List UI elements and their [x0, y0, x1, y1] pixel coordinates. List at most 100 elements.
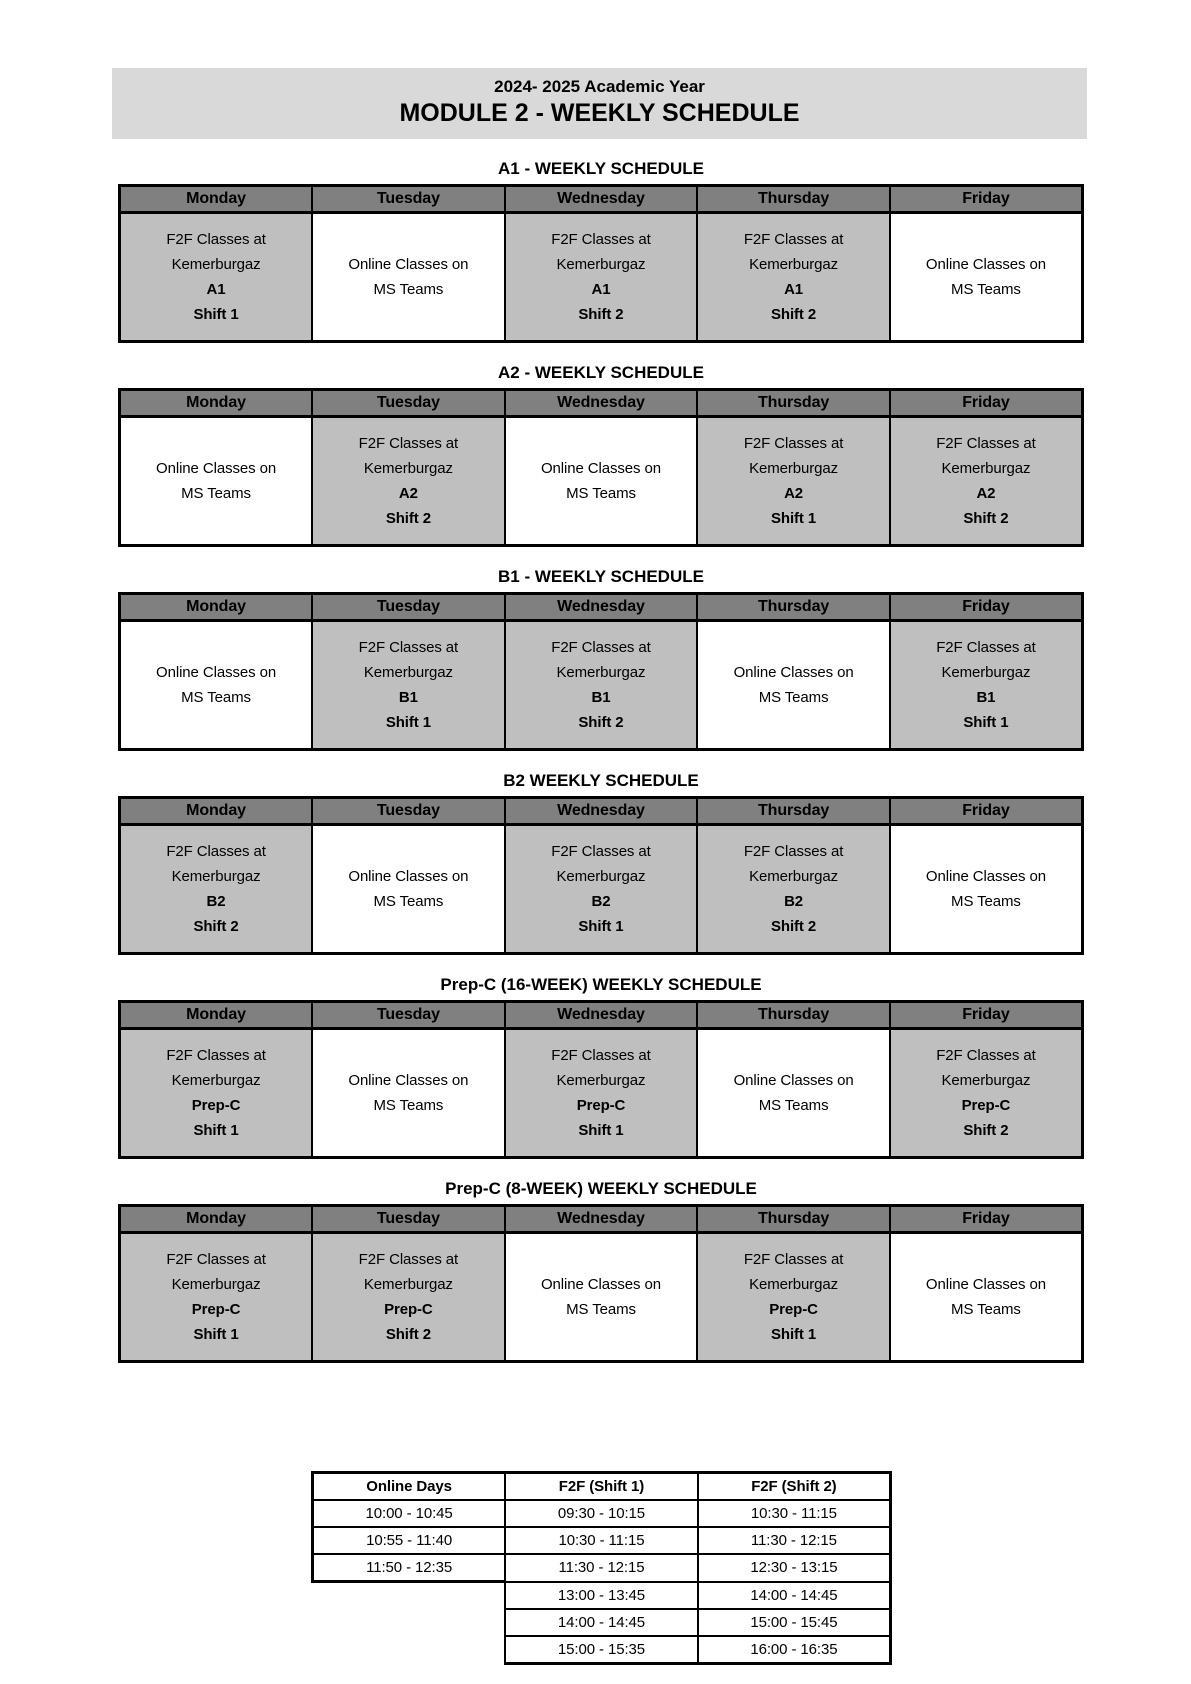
schedule-table-prepc-8week: Monday Tuesday Wednesday Thursday Friday… — [118, 1204, 1084, 1363]
day-header-tuesday: Tuesday — [311, 388, 506, 418]
schedule-cell-f2f: F2F Classes at Kemerburgaz A2 Shift 2 — [888, 415, 1084, 547]
time-cell: 14:00 - 14:45 — [696, 1580, 892, 1610]
cell-level: B1 — [591, 689, 611, 706]
cell-line: Kemerburgaz — [171, 868, 261, 885]
cell-line: F2F Classes at — [936, 435, 1036, 452]
schedule-cell-online: Online Classes on MS Teams — [311, 1027, 506, 1159]
cell-line: Kemerburgaz — [556, 1072, 646, 1089]
cell-level: Prep-C — [191, 1301, 241, 1318]
cell-shift: Shift 1 — [193, 306, 239, 323]
cell-line: F2F Classes at — [166, 843, 266, 860]
schedule-cell-f2f: F2F Classes at Kemerburgaz B2 Shift 2 — [696, 823, 891, 955]
day-header-wednesday: Wednesday — [503, 592, 699, 622]
title-banner: 2024- 2025 Academic Year MODULE 2 - WEEK… — [112, 68, 1087, 139]
cell-line: Online Classes on — [925, 868, 1046, 885]
cell-line: MS Teams — [373, 281, 444, 298]
time-cell: 11:30 - 12:15 — [696, 1526, 892, 1555]
schedule-row: F2F Classes at Kemerburgaz B2 Shift 2 On… — [118, 823, 1084, 955]
cell-line: F2F Classes at — [551, 843, 651, 860]
cell-line: Kemerburgaz — [749, 868, 839, 885]
section-prepc-8week: Prep-C (8-WEEK) WEEKLY SCHEDULE Monday T… — [118, 1179, 1084, 1363]
time-header-f2f-shift1: F2F (Shift 1) — [504, 1471, 699, 1501]
day-header-thursday: Thursday — [696, 1000, 891, 1030]
schedule-cell-online: Online Classes on MS Teams — [311, 211, 506, 343]
cell-line: Online Classes on — [925, 1276, 1046, 1293]
schedule-cell-online: Online Classes on MS Teams — [696, 619, 891, 751]
schedule-cell-online: Online Classes on MS Teams — [118, 415, 314, 547]
time-row: 10:55 - 11:40 10:30 - 11:15 11:30 - 12:1… — [311, 1526, 892, 1555]
day-header-thursday: Thursday — [696, 388, 891, 418]
time-row: 11:50 - 12:35 11:30 - 12:15 12:30 - 13:1… — [311, 1553, 892, 1583]
schedule-row: F2F Classes at Kemerburgaz Prep-C Shift … — [118, 1027, 1084, 1159]
time-cell: 11:30 - 12:15 — [504, 1553, 699, 1583]
cell-line: Online Classes on — [540, 1276, 661, 1293]
cell-level: A2 — [784, 485, 804, 502]
schedule-cell-f2f: F2F Classes at Kemerburgaz Prep-C Shift … — [696, 1231, 891, 1363]
cell-line: MS Teams — [181, 689, 251, 706]
schedule-table-b2: Monday Tuesday Wednesday Thursday Friday… — [118, 796, 1084, 955]
time-row: 13:00 - 13:45 14:00 - 14:45 — [313, 1580, 892, 1610]
cell-line: MS Teams — [373, 893, 444, 910]
time-cell-empty — [313, 1609, 506, 1636]
cell-shift: Shift 1 — [963, 714, 1009, 731]
time-header-online-days: Online Days — [311, 1471, 507, 1501]
time-cell: 09:30 - 10:15 — [504, 1499, 699, 1528]
cell-shift: Shift 2 — [578, 306, 624, 323]
schedule-cell-f2f: F2F Classes at Kemerburgaz Prep-C Shift … — [888, 1027, 1084, 1159]
cell-line: Online Classes on — [348, 1072, 469, 1089]
cell-line: Kemerburgaz — [941, 1072, 1031, 1089]
day-header-tuesday: Tuesday — [311, 592, 506, 622]
day-header-wednesday: Wednesday — [503, 796, 699, 826]
cell-shift: Shift 2 — [771, 306, 817, 323]
cell-shift: Shift 1 — [193, 1122, 239, 1139]
schedule-table-prepc-16week: Monday Tuesday Wednesday Thursday Friday… — [118, 1000, 1084, 1159]
day-header-tuesday: Tuesday — [311, 1000, 506, 1030]
cell-level: Prep-C — [576, 1097, 626, 1114]
schedule-cell-f2f: F2F Classes at Kemerburgaz Prep-C Shift … — [503, 1027, 699, 1159]
schedule-title-prepc-16week: Prep-C (16-WEEK) WEEKLY SCHEDULE — [440, 975, 762, 994]
cell-line: Online Classes on — [348, 868, 469, 885]
day-header-tuesday: Tuesday — [311, 796, 506, 826]
cell-line: F2F Classes at — [936, 1047, 1036, 1064]
cell-line: Online Classes on — [156, 664, 277, 681]
schedule-cell-online: Online Classes on MS Teams — [118, 619, 314, 751]
cell-shift: Shift 1 — [385, 714, 431, 731]
cell-line: Online Classes on — [733, 1072, 854, 1089]
schedule-title-a2: A2 - WEEKLY SCHEDULE — [498, 363, 704, 382]
schedule-cell-online: Online Classes on MS Teams — [888, 1231, 1084, 1363]
cell-line: F2F Classes at — [166, 1047, 266, 1064]
cell-line: F2F Classes at — [743, 1251, 844, 1268]
cell-level: Prep-C — [769, 1301, 818, 1318]
schedule-cell-f2f: F2F Classes at Kemerburgaz Prep-C Shift … — [311, 1231, 506, 1363]
day-header-monday: Monday — [118, 592, 314, 622]
cell-line: F2F Classes at — [551, 231, 651, 248]
cell-shift: Shift 2 — [385, 510, 431, 527]
day-header-tuesday: Tuesday — [311, 1204, 506, 1234]
schedule-title-a1: A1 - WEEKLY SCHEDULE — [498, 159, 704, 178]
cell-line: Online Classes on — [733, 664, 854, 681]
day-header-thursday: Thursday — [696, 592, 891, 622]
schedule-cell-online: Online Classes on MS Teams — [888, 823, 1084, 955]
schedule-cell-f2f: F2F Classes at Kemerburgaz A1 Shift 2 — [696, 211, 891, 343]
schedule-cell-online: Online Classes on MS Teams — [888, 211, 1084, 343]
time-table: Online Days F2F (Shift 1) F2F (Shift 2) … — [311, 1471, 892, 1665]
day-header-monday: Monday — [118, 1204, 314, 1234]
day-header-wednesday: Wednesday — [503, 184, 699, 214]
time-cell: 10:55 - 11:40 — [311, 1526, 507, 1555]
schedule-cell-f2f: F2F Classes at Kemerburgaz B1 Shift 2 — [503, 619, 699, 751]
cell-shift: Shift 2 — [385, 1326, 431, 1343]
section-a2: A2 - WEEKLY SCHEDULE Monday Tuesday Wedn… — [118, 363, 1084, 547]
time-cell: 14:00 - 14:45 — [504, 1607, 699, 1637]
section-prepc-16week: Prep-C (16-WEEK) WEEKLY SCHEDULE Monday … — [118, 975, 1084, 1159]
schedule-cell-f2f: F2F Classes at Kemerburgaz B1 Shift 1 — [888, 619, 1084, 751]
time-cell: 10:00 - 10:45 — [311, 1499, 507, 1528]
schedule-title-prepc-8week: Prep-C (8-WEEK) WEEKLY SCHEDULE — [445, 1179, 757, 1198]
time-cell: 11:50 - 12:35 — [311, 1553, 507, 1583]
cell-line: Kemerburgaz — [749, 256, 839, 273]
schedule-row: Online Classes on MS Teams F2F Classes a… — [118, 415, 1084, 547]
schedule-title-b2: B2 WEEKLY SCHEDULE — [503, 771, 699, 790]
cell-shift: Shift 2 — [963, 510, 1009, 527]
day-header-thursday: Thursday — [696, 1204, 891, 1234]
day-header-monday: Monday — [118, 388, 314, 418]
